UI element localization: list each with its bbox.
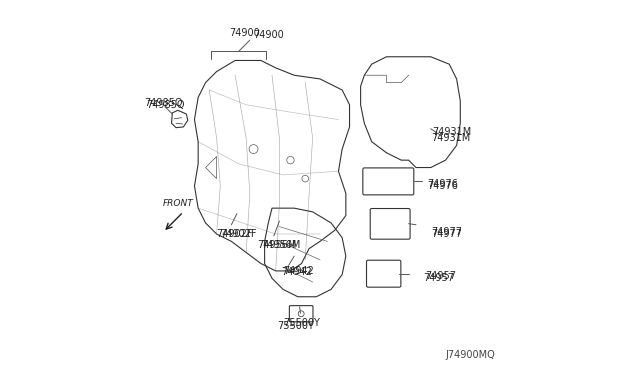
Text: 74942: 74942 [283, 266, 314, 276]
Text: 74900: 74900 [253, 30, 284, 40]
Text: 74931M: 74931M [431, 133, 470, 143]
Text: 74956M: 74956M [257, 240, 296, 250]
Text: 74985Q: 74985Q [147, 100, 185, 110]
Text: J74900MQ: J74900MQ [445, 350, 495, 359]
Text: 74957: 74957 [425, 272, 456, 282]
Text: 74900: 74900 [230, 28, 260, 38]
Text: 75500Y: 75500Y [278, 321, 314, 331]
Text: 74902F: 74902F [216, 229, 253, 239]
Text: 74977: 74977 [431, 229, 462, 239]
Text: FRONT: FRONT [163, 199, 193, 208]
Text: 74931M: 74931M [433, 128, 472, 138]
Text: 75500Y: 75500Y [283, 318, 320, 328]
Text: 74942: 74942 [281, 267, 312, 277]
Text: 74957: 74957 [424, 273, 454, 283]
Text: 74976: 74976 [427, 179, 458, 189]
Text: 74956M: 74956M [261, 240, 300, 250]
Text: 74985Q: 74985Q [145, 98, 183, 108]
Text: 74902F: 74902F [220, 229, 257, 239]
Text: 74976: 74976 [427, 181, 458, 191]
Text: 74977: 74977 [431, 227, 462, 237]
